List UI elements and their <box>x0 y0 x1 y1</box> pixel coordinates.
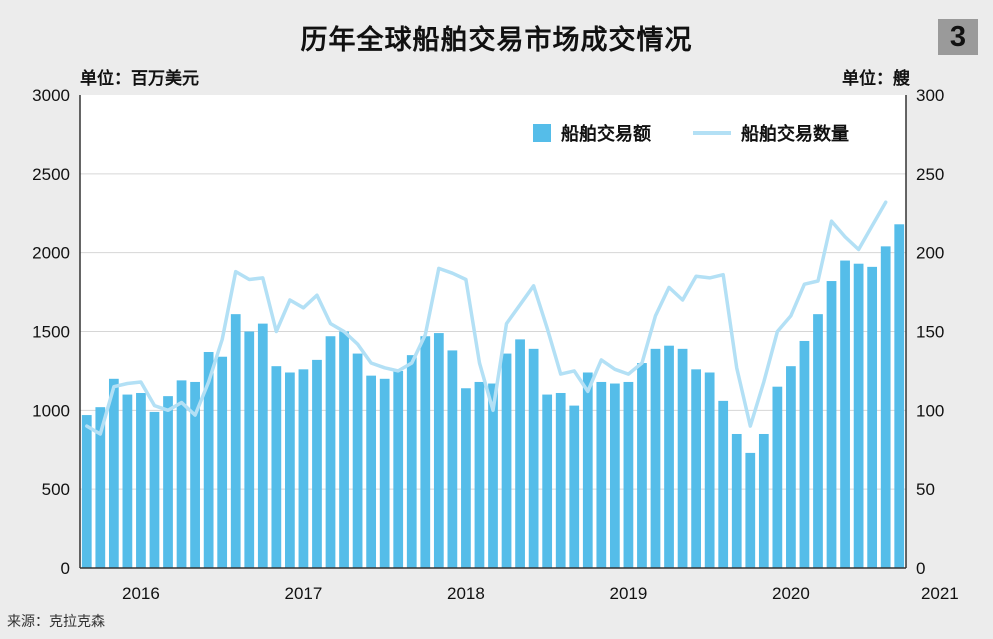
bar <box>366 375 377 568</box>
bar <box>474 381 485 568</box>
x-tick-label: 2017 <box>285 584 323 603</box>
x-tick-label: 2021 <box>921 584 959 603</box>
bar <box>826 281 837 568</box>
bar-series <box>81 224 905 569</box>
left-tick-label: 1000 <box>32 401 70 420</box>
bar <box>163 396 173 568</box>
right-tick-label: 300 <box>916 86 944 105</box>
source-note: 来源：克拉克森 <box>7 614 105 630</box>
bar <box>596 381 607 568</box>
left-tick-label: 2000 <box>32 244 70 263</box>
bar <box>799 340 810 568</box>
bar <box>691 369 701 568</box>
figure-number-badge: 3 <box>938 19 978 55</box>
x-tick-label: 2016 <box>122 584 160 603</box>
right-tick-label: 0 <box>916 559 925 578</box>
bar <box>230 314 241 568</box>
bar <box>257 323 268 568</box>
bar <box>298 369 309 568</box>
bar <box>772 386 783 568</box>
legend: 船舶交易额 船舶交易数量 <box>533 123 849 145</box>
bar <box>81 415 92 568</box>
bar <box>433 333 444 568</box>
axes: 0 500 1000 1500 2000 2500 3000 0 50 100 150 200 250 3… <box>32 86 959 603</box>
left-tick-label: 2500 <box>32 165 70 184</box>
bar <box>528 348 539 568</box>
bar <box>312 359 322 568</box>
x-tick-label: 2019 <box>609 584 647 603</box>
bar <box>731 433 742 568</box>
bar <box>637 363 647 568</box>
bar <box>488 383 498 568</box>
right-tick-label: 150 <box>916 323 944 342</box>
bar <box>285 372 295 568</box>
bar <box>813 314 823 568</box>
bar <box>393 370 404 568</box>
left-axis-unit: 单位：百万美元 <box>80 69 199 89</box>
bar <box>853 263 864 568</box>
left-tick-label: 0 <box>61 559 70 578</box>
bar <box>325 336 336 568</box>
bar <box>880 246 891 569</box>
left-tick-label: 500 <box>42 480 70 499</box>
right-tick-label: 100 <box>916 401 944 420</box>
bar <box>609 383 620 568</box>
bar <box>447 350 458 568</box>
bar <box>271 366 282 568</box>
bar <box>217 356 228 568</box>
bar <box>406 355 417 568</box>
legend-label-bar: 船舶交易额 <box>561 123 651 145</box>
bar <box>339 331 349 568</box>
bar <box>515 339 525 568</box>
bar <box>136 392 146 568</box>
bar <box>95 407 106 568</box>
bar <box>677 348 688 568</box>
left-tick-label: 1500 <box>32 323 70 342</box>
right-tick-label: 200 <box>916 244 944 263</box>
bar <box>122 394 133 568</box>
right-axis-unit: 单位：艘 <box>842 69 910 89</box>
bar <box>786 366 796 568</box>
bar <box>894 224 905 568</box>
bar <box>664 345 674 568</box>
bar <box>718 400 729 568</box>
bar <box>176 380 187 568</box>
bar <box>650 348 661 568</box>
right-tick-label: 250 <box>916 165 944 184</box>
bar <box>867 266 878 568</box>
chart-title: 历年全球船舶交易市场成交情况 <box>300 25 693 56</box>
bar <box>758 433 769 568</box>
bar <box>569 405 580 568</box>
bar <box>190 381 200 568</box>
bar <box>542 394 553 568</box>
bar <box>352 353 363 568</box>
legend-swatch-bar <box>533 124 551 142</box>
bar <box>745 452 756 568</box>
bar <box>461 388 471 568</box>
bar <box>379 378 390 568</box>
line-series <box>85 200 888 436</box>
bar <box>244 331 255 568</box>
legend-label-line: 船舶交易数量 <box>741 123 849 145</box>
bar <box>149 411 160 568</box>
right-tick-label: 50 <box>916 480 935 499</box>
bar <box>420 336 431 568</box>
bar <box>203 351 214 568</box>
bar <box>108 378 119 568</box>
x-tick-label: 2020 <box>772 584 810 603</box>
bar <box>840 260 850 568</box>
bar <box>623 381 634 568</box>
bar <box>704 372 715 568</box>
left-tick-label: 3000 <box>32 86 70 105</box>
x-tick-label: 2018 <box>447 584 485 603</box>
bar <box>555 392 566 568</box>
bar <box>582 372 593 568</box>
bar <box>501 353 512 568</box>
